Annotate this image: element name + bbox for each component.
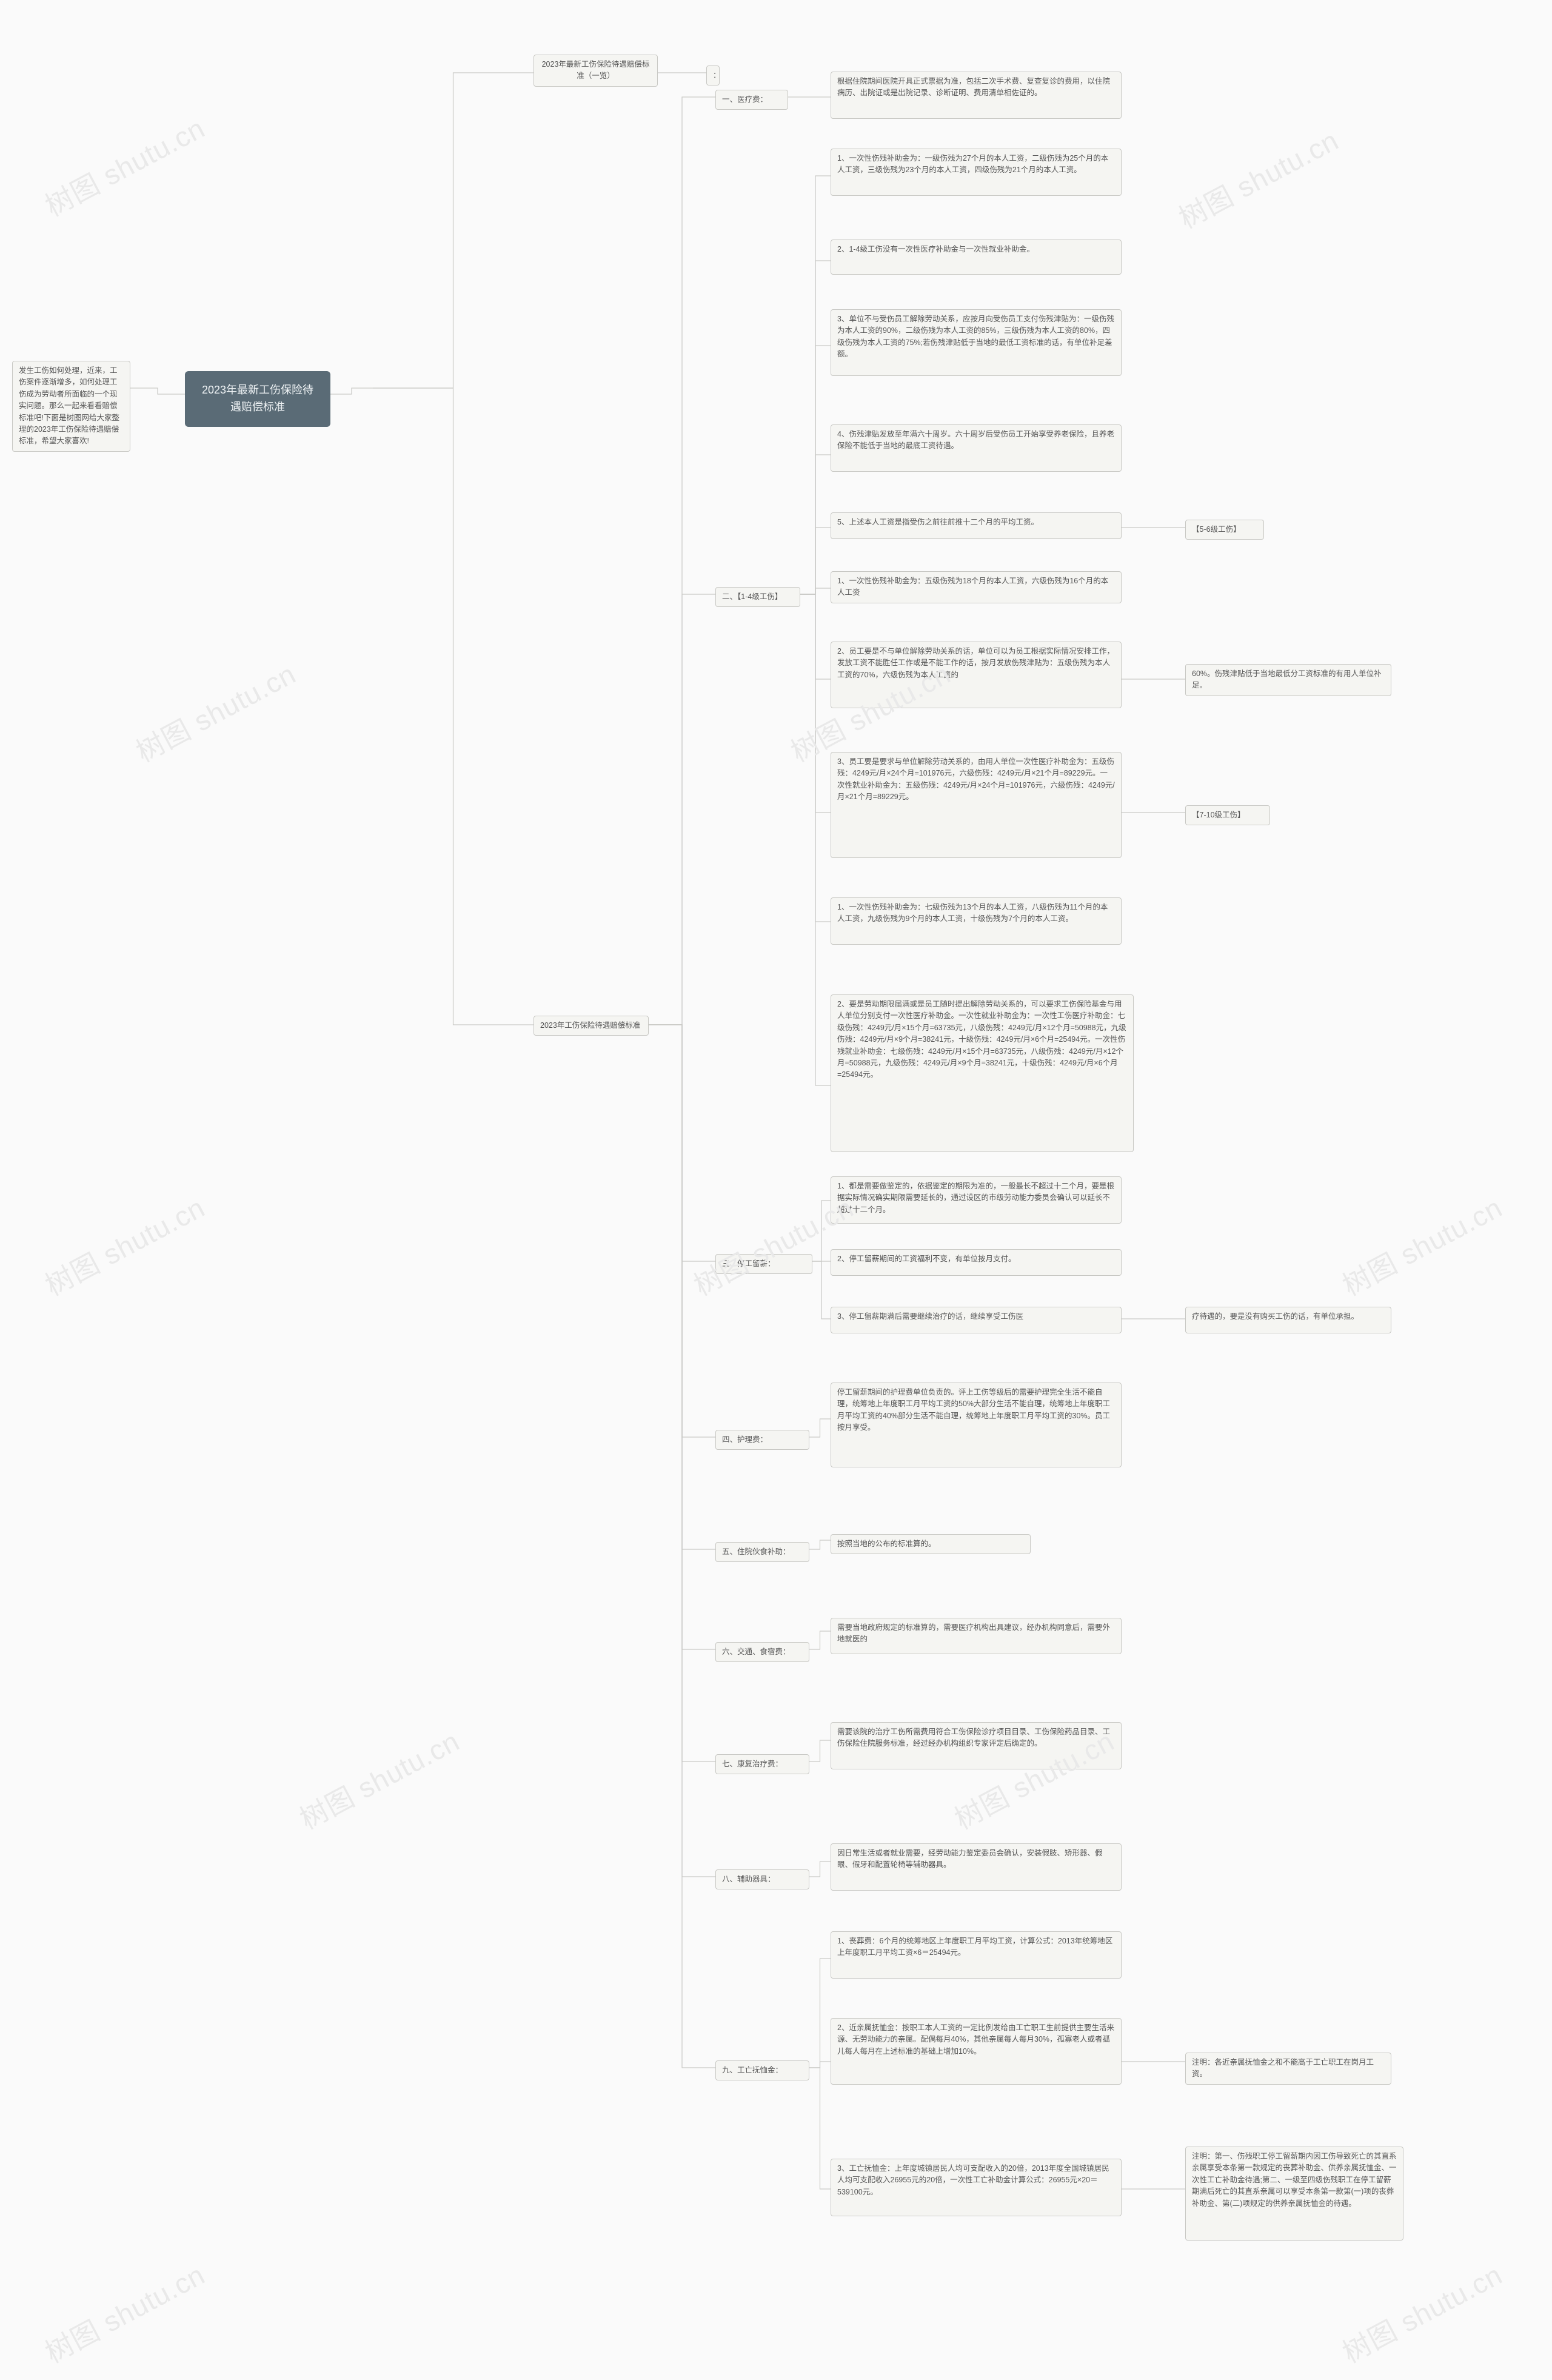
leaf-l2-2: 2、1-4级工伤没有一次性医疗补助金与一次性就业补助金。 <box>831 240 1122 275</box>
leaf-l9-3: 3、工亡抚恤金：上年度城镇居民人均可支配收入的20倍，2013年度全国城镇居民人… <box>831 2159 1122 2216</box>
watermark: 树图 shutu.cn <box>37 107 211 224</box>
sec-1-medical[interactable]: 一、医疗费： <box>715 90 788 110</box>
leaf-l7-1: 需要该院的治疗工伤所需费用符合工伤保险诊疗项目目录、工伤保险药品目录、工伤保险住… <box>831 1722 1122 1769</box>
leaf-l5-1: 按照当地的公布的标准算的。 <box>831 1534 1031 1554</box>
branch-2-title[interactable]: 2023年工伤保险待遇赔偿标准 <box>534 1016 649 1036</box>
leaf-medical-1: 根据住院期间医院开具正式票据为准，包括二次手术费、复查复诊的费用，以住院病历、出… <box>831 72 1122 119</box>
leaf-l2-1: 1、一次性伤残补助金为：一级伤残为27个月的本人工资，二级伤残为25个月的本人工… <box>831 149 1122 196</box>
leaf-l2-8: 3、员工要是要求与单位解除劳动关系的，由用人单位一次性医疗补助金为：五级伤残：4… <box>831 752 1122 858</box>
intro-text: 发生工伤如何处理，近来，工伤案件逐渐增多，如何处理工伤成为劳动者所面临的一个现实… <box>12 361 130 452</box>
leaf-l6-1: 需要当地政府规定的标准算的，需要医疗机构出具建议，经办机构同意后，需要外地就医的 <box>831 1618 1122 1654</box>
note-l9-2: 注明：各近亲属抚恤金之和不能高于工亡职工在岗月工资。 <box>1185 2053 1391 2085</box>
tag-level56: 【5-6级工伤】 <box>1185 520 1264 540</box>
watermark: 树图 shutu.cn <box>37 1186 211 1304</box>
tag-level710: 【7-10级工伤】 <box>1185 805 1270 825</box>
leaf-l4-1: 停工留薪期间的护理费单位负责的。评上工伤等级后的需要护理完全生活不能自理，统筹地… <box>831 1383 1122 1467</box>
watermark: 树图 shutu.cn <box>128 652 302 770</box>
leaf-l3-3: 3、停工留薪期满后需要继续治疗的话，继续享受工伤医 <box>831 1307 1122 1333</box>
note-60pct: 60%。伤残津贴低于当地最低分工资标准的有用人单位补足。 <box>1185 664 1391 696</box>
root-node[interactable]: 2023年最新工伤保险待遇赔偿标准 <box>185 371 330 427</box>
leaf-l2-4: 4、伤残津贴发放至年满六十周岁。六十周岁后受伤员工开始享受养老保险，且养老保险不… <box>831 424 1122 472</box>
note-l3-3: 疗待遇的，要是没有购买工伤的话，有单位承担。 <box>1185 1307 1391 1333</box>
leaf-l2-6: 1、一次性伤残补助金为：五级伤残为18个月的本人工资，六级伤残为16个月的本人工… <box>831 571 1122 603</box>
sec-6-travel[interactable]: 六、交通、食宿费： <box>715 1642 809 1662</box>
sec-5-food[interactable]: 五、住院伙食补助： <box>715 1542 809 1562</box>
leaf-l2-9: 1、一次性伤残补助金为：七级伤残为13个月的本人工资，八级伤残为11个月的本人工… <box>831 897 1122 945</box>
mindmap-canvas: 发生工伤如何处理，近来，工伤案件逐渐增多，如何处理工伤成为劳动者所面临的一个现实… <box>0 0 1552 2380</box>
watermark: 树图 shutu.cn <box>1334 1186 1508 1304</box>
leaf-l9-1: 1、丧葬费：6个月的统筹地区上年度职工月平均工资，计算公式：2013年统筹地区上… <box>831 1931 1122 1979</box>
sec-4-care[interactable]: 四、护理费： <box>715 1430 809 1450</box>
leaf-l9-2: 2、近亲属抚恤金：按职工本人工资的一定比例发给由工亡职工生前提供主要生活来源、无… <box>831 2018 1122 2085</box>
watermark: 树图 shutu.cn <box>1171 119 1345 236</box>
watermark: 树图 shutu.cn <box>292 1720 466 1837</box>
note-l9-3: 注明：第一、伤残职工停工留薪期内因工伤导致死亡的其直系亲属享受本条第一款规定的丧… <box>1185 2147 1403 2241</box>
leaf-l8-1: 因日常生活或者就业需要，经劳动能力鉴定委员会确认，安装假肢、矫形器、假眼、假牙和… <box>831 1843 1122 1891</box>
watermark: 树图 shutu.cn <box>1334 2253 1508 2371</box>
branch-1-title[interactable]: 2023年最新工伤保险待遇赔偿标准（一览） <box>534 55 658 87</box>
leaf-l2-5: 5、上述本人工资是指受伤之前往前推十二个月的平均工资。 <box>831 512 1122 539</box>
sec-9-death[interactable]: 九、工亡抚恤金： <box>715 2060 809 2080</box>
sec-2-level14[interactable]: 二、【1-4级工伤】 <box>715 587 800 607</box>
leaf-l2-7: 2、员工要是不与单位解除劳动关系的话，单位可以为员工根据实际情况安排工作，发放工… <box>831 642 1122 708</box>
branch-1-colon: ： <box>706 65 720 85</box>
leaf-l2-10: 2、要是劳动期限届满或是员工随时提出解除劳动关系的，可以要求工伤保险基金与用人单… <box>831 994 1134 1152</box>
leaf-l3-1: 1、都是需要做鉴定的，依据鉴定的期限为准的，一般最长不超过十二个月，要是根据实际… <box>831 1176 1122 1224</box>
sec-7-rehab[interactable]: 七、康复治疗费： <box>715 1754 809 1774</box>
leaf-l2-3: 3、单位不与受伤员工解除劳动关系，应按月向受伤员工支付伤残津贴为：一级伤残为本人… <box>831 309 1122 376</box>
leaf-l3-2: 2、停工留薪期间的工资福利不变，有单位按月支付。 <box>831 1249 1122 1276</box>
watermark: 树图 shutu.cn <box>37 2253 211 2371</box>
sec-3-leave[interactable]: 三、停工留薪： <box>715 1254 812 1274</box>
sec-8-aid[interactable]: 八、辅助器具： <box>715 1869 809 1889</box>
connection-layer <box>0 0 1552 2380</box>
